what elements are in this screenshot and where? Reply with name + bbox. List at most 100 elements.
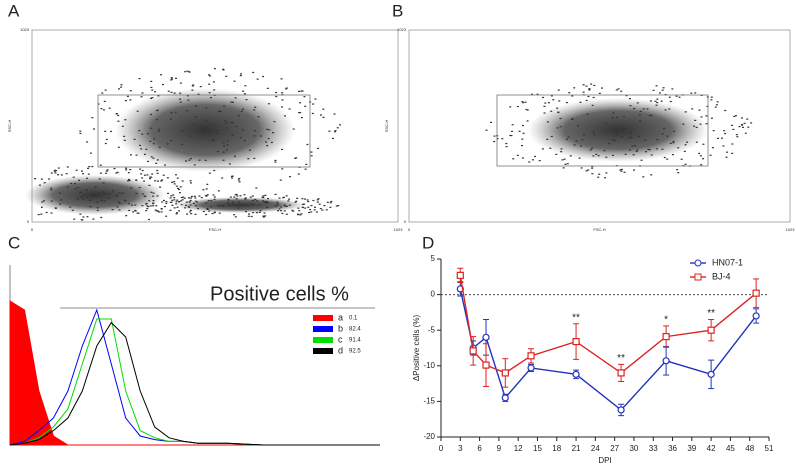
density-dot — [190, 213, 193, 215]
density-dot — [185, 201, 188, 203]
density-dot — [213, 89, 216, 91]
density-dot — [152, 143, 155, 145]
density-dot — [314, 98, 317, 100]
density-dot — [127, 178, 130, 181]
density-dot — [279, 179, 282, 181]
density-dot — [152, 195, 155, 197]
density-dot — [156, 195, 159, 197]
density-dot — [325, 209, 328, 211]
density-dot — [58, 192, 61, 194]
density-dot — [516, 105, 519, 108]
density-dot — [122, 192, 125, 194]
density-dot — [66, 186, 69, 188]
density-dot — [620, 135, 623, 138]
density-dot — [555, 153, 558, 155]
density-dot — [511, 130, 514, 132]
marker — [617, 369, 625, 377]
density-dot — [306, 199, 309, 201]
density-dot — [585, 99, 588, 102]
density-dot — [223, 105, 226, 107]
density-dot — [261, 196, 264, 198]
density-dot — [139, 168, 142, 170]
density-dot — [317, 198, 320, 200]
density-dot — [158, 146, 161, 148]
density-dot — [281, 168, 284, 170]
density-dot — [198, 159, 201, 161]
density-dot — [117, 114, 120, 117]
density-dot — [238, 181, 241, 183]
density-dot — [501, 138, 504, 140]
density-cloud — [115, 88, 295, 172]
density-dot — [661, 89, 664, 91]
density-dot — [505, 146, 508, 148]
density-dot — [736, 136, 739, 138]
density-dot — [575, 140, 578, 142]
density-dot — [544, 102, 547, 104]
density-dot — [297, 207, 300, 209]
density-dot — [304, 105, 307, 107]
density-dot — [684, 144, 687, 146]
y-tick-label: 0 — [404, 219, 407, 224]
density-dot — [233, 214, 236, 216]
density-dot — [157, 210, 160, 212]
marker — [662, 333, 670, 341]
density-dot — [522, 124, 525, 127]
density-dot — [219, 110, 222, 113]
density-dot — [173, 183, 176, 185]
density-dot — [99, 164, 102, 166]
density-dot — [266, 87, 269, 89]
density-dot — [152, 205, 155, 207]
marker — [662, 357, 670, 365]
density-dot — [274, 161, 277, 163]
density-dot — [615, 133, 618, 135]
density-dot — [592, 155, 595, 157]
density-dot — [255, 212, 258, 214]
density-dot — [698, 109, 701, 111]
density-dot — [740, 123, 743, 126]
density-dot — [104, 142, 107, 145]
density-dot — [243, 140, 246, 142]
density-dot — [118, 202, 121, 204]
density-dot — [159, 186, 162, 188]
density-dot — [54, 172, 57, 174]
density-dot — [629, 132, 632, 134]
density-dot — [322, 108, 325, 110]
density-dot — [129, 99, 132, 101]
density-dot — [712, 130, 715, 132]
density-dot — [280, 78, 283, 80]
density-dot — [550, 95, 553, 97]
density-dot — [564, 163, 567, 165]
density-dot — [193, 124, 196, 126]
density-dot — [546, 138, 549, 140]
density-dot — [591, 165, 594, 168]
density-dot — [662, 87, 665, 89]
density-dot — [237, 115, 240, 117]
density-dot — [265, 200, 268, 203]
density-dot — [312, 103, 315, 105]
density-dot — [82, 216, 85, 218]
density-dot — [91, 117, 94, 119]
density-dot — [562, 167, 565, 169]
density-dot — [658, 92, 661, 94]
density-dot — [292, 128, 295, 130]
gate — [97, 94, 311, 168]
density-dot — [303, 203, 306, 205]
density-dot — [152, 202, 155, 204]
density-dot — [628, 137, 631, 139]
density-dot — [108, 193, 111, 195]
density-dot — [174, 111, 177, 113]
density-dot — [629, 136, 632, 138]
density-dot — [732, 128, 735, 131]
density-dot — [209, 97, 212, 99]
density-dot — [97, 103, 100, 105]
density-dot — [92, 218, 95, 220]
density-dot — [262, 216, 265, 218]
density-dot — [124, 100, 127, 102]
density-dot — [208, 210, 211, 212]
density-dot — [278, 197, 281, 199]
density-dot — [588, 88, 591, 90]
density-dot — [288, 198, 291, 200]
density-dot — [187, 99, 190, 101]
density-dot — [678, 96, 681, 98]
density-dot — [623, 171, 626, 173]
